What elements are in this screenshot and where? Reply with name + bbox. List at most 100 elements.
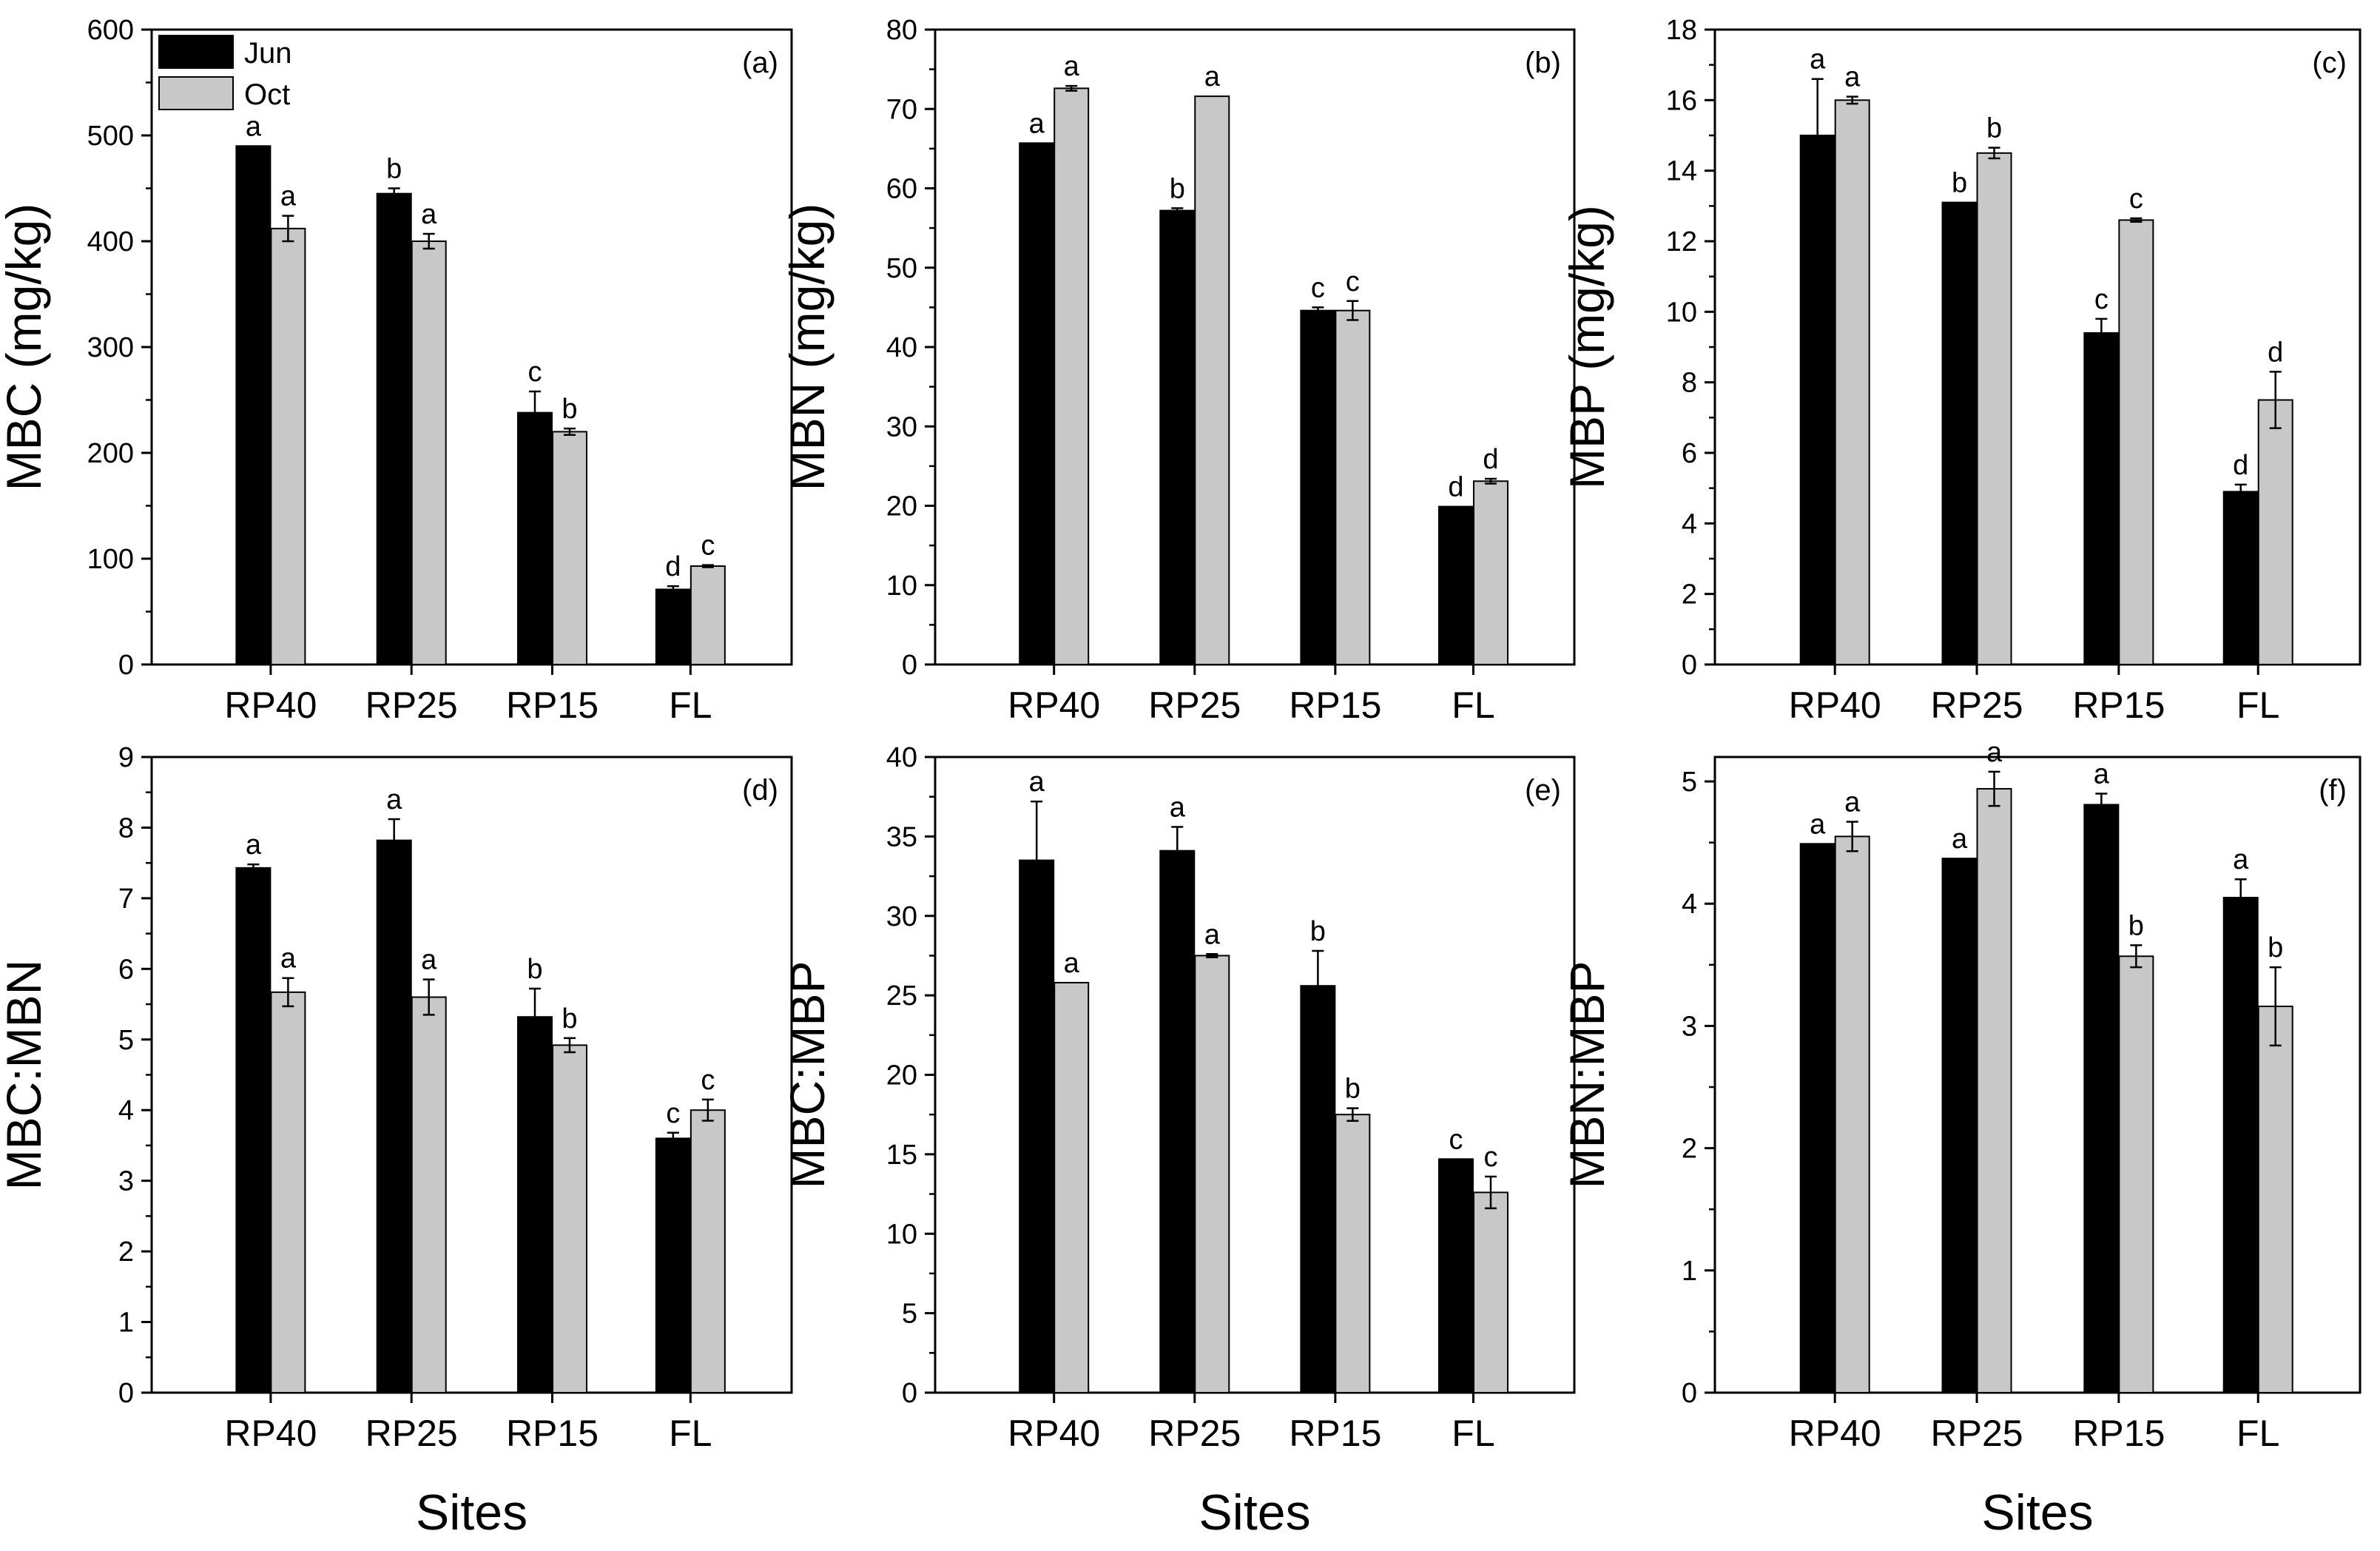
panel-e-sig-letter: c [1449, 1124, 1463, 1155]
panel-d-sig-letter: b [527, 954, 542, 985]
panel-b-ytick-label: 80 [886, 15, 917, 46]
panel-c-bar-oct-rp15 [2118, 219, 2154, 665]
panel-c-sig-letter: b [1986, 113, 2002, 144]
panel-e-label: (e) [1525, 774, 1561, 807]
panel-f-xtick-label: RP25 [1930, 1413, 2023, 1454]
panel-b-bar-jun-fl [1437, 505, 1474, 666]
panel-f-label: (f) [2319, 774, 2347, 807]
panel-e-sig-letter: b [1310, 916, 1326, 947]
panel-d-sig-letter: a [280, 943, 297, 975]
panel-c-sig-letter: b [1952, 168, 1967, 199]
panel-e-ytick-label: 25 [886, 980, 917, 1012]
panel-b-sig-letter: a [1029, 108, 1045, 139]
panel-e-xtick-label: FL [1452, 1413, 1494, 1454]
panel-d-ytick-label: 8 [118, 812, 134, 844]
panel-b-ylabel: MBN (mg/kg) [780, 203, 835, 491]
panel-d-bar-jun-rp25 [376, 839, 412, 1393]
panel-f-bar-oct-rp25 [1976, 787, 2012, 1393]
panel-a-ytick-label: 400 [87, 226, 134, 258]
panel-a-bar-jun-rp15 [516, 411, 553, 665]
panel-c-bar-oct-rp40 [1834, 99, 1870, 666]
panel-a-ylabel: MBC (mg/kg) [0, 203, 51, 491]
panel-f-bar-oct-rp40 [1834, 835, 1870, 1393]
legend-swatch-oct [158, 76, 234, 110]
panel-d-xlabel: Sites [416, 1484, 527, 1541]
panel-f-bar-jun-fl [2222, 896, 2259, 1394]
panel-e-bar-oct-rp40 [1054, 981, 1090, 1393]
panel-d-ytick-label: 3 [118, 1166, 134, 1197]
panel-f-ytick-label: 1 [1682, 1256, 1697, 1287]
panel-c-ytick-label: 12 [1666, 226, 1697, 258]
panel-c-ytick-label: 6 [1682, 438, 1697, 469]
panel-d-ytick-label: 7 [118, 884, 134, 915]
panel-e-bar-jun-rp15 [1300, 985, 1336, 1393]
panel-e-bar-jun-rp25 [1159, 849, 1196, 1393]
panel-f-ylabel: MBN:MBP [1560, 960, 1614, 1188]
panel-b-ytick-label: 50 [886, 253, 917, 284]
panel-f-sig-letter: a [1844, 787, 1861, 818]
panel-e-xlabel: Sites [1199, 1484, 1310, 1541]
panel-e-sig-letter: c [1483, 1142, 1497, 1173]
panel-a-xtick-label: RP40 [224, 684, 317, 726]
panel-a-bar-jun-rp40 [235, 145, 272, 666]
panel-c-bar-jun-rp40 [1799, 135, 1835, 665]
panel-c-xtick-label: FL [2236, 684, 2279, 726]
panel-a-ytick-label: 100 [87, 544, 134, 575]
panel-a-sig-letter: c [701, 531, 715, 562]
panel-f-sig-letter: a [1810, 809, 1826, 840]
panel-a-xtick-label: FL [669, 684, 712, 726]
panel-c-sig-letter: a [1810, 44, 1826, 75]
panel-e-ytick-label: 20 [886, 1060, 917, 1091]
panel-f-sig-letter: b [2128, 910, 2144, 941]
panel-d-ytick-label: 0 [118, 1378, 134, 1409]
panel-f-frame [1713, 756, 2362, 1394]
panel-f-sig-letter: a [1952, 824, 1968, 855]
panel-c-bar-oct-fl [2257, 399, 2293, 665]
panel-a-bar-oct-fl [690, 565, 726, 666]
panel-b-xtick-label: RP40 [1008, 684, 1100, 726]
panel-d-label: (d) [742, 774, 778, 807]
panel-a-xtick-label: RP25 [365, 684, 458, 726]
panel-b-ytick-label: 70 [886, 94, 917, 125]
panel-e-ytick-label: 0 [902, 1378, 917, 1409]
panel-f-ytick-label: 4 [1682, 889, 1697, 920]
panel-b-xtick-label: RP15 [1289, 684, 1381, 726]
panel-e-ytick-label: 30 [886, 901, 917, 932]
panel-b-sig-letter: a [1064, 51, 1080, 82]
panel-d-bar-jun-rp40 [235, 867, 272, 1393]
panel-f-bar-jun-rp15 [2083, 804, 2120, 1394]
panel-d-ylabel: MBC:MBN [0, 960, 51, 1191]
panel-c-ytick-label: 8 [1682, 368, 1697, 399]
panel-b-xtick-label: RP25 [1148, 684, 1241, 726]
panel-f-xlabel: Sites [1981, 1484, 2093, 1541]
panel-a-bar-jun-rp25 [376, 192, 412, 665]
panel-c-sig-letter: d [2268, 337, 2283, 368]
legend-label-oct: Oct [244, 78, 290, 111]
panel-f-sig-letter: a [1986, 737, 2003, 768]
panel-d-bar-oct-fl [690, 1109, 726, 1393]
panel-d-bar-jun-rp15 [516, 1016, 553, 1394]
panel-d-bar-oct-rp15 [551, 1044, 587, 1393]
panel-d-sig-letter: a [386, 784, 402, 815]
panel-a-sig-letter: b [386, 154, 402, 185]
panel-a-ytick-label: 500 [87, 121, 134, 152]
panel-d-xtick-label: RP15 [506, 1413, 599, 1454]
panel-c-bar-jun-rp25 [1941, 201, 1978, 666]
panel-e-sig-letter: a [1204, 919, 1221, 950]
panel-a-sig-letter: d [665, 551, 681, 582]
panel-a-bar-oct-rp40 [270, 227, 306, 665]
panel-f-xtick-label: FL [2236, 1413, 2279, 1454]
legend-swatch-jun [158, 35, 234, 69]
panel-c-ytick-label: 4 [1682, 508, 1697, 539]
panel-e-sig-letter: a [1170, 792, 1186, 823]
panel-f-ytick-label: 2 [1682, 1134, 1697, 1165]
panel-b-sig-letter: a [1204, 61, 1221, 92]
panel-b-ytick-label: 0 [902, 650, 917, 681]
panel-d-bar-oct-rp25 [411, 996, 447, 1393]
panel-f-sig-letter: a [2233, 844, 2249, 875]
panel-d-ytick-label: 4 [118, 1095, 134, 1126]
panel-a-sig-letter: a [280, 181, 297, 212]
panel-f-sig-letter: b [2268, 932, 2283, 963]
panel-b-bar-oct-rp15 [1335, 309, 1371, 665]
panel-a-sig-letter: a [421, 199, 437, 230]
